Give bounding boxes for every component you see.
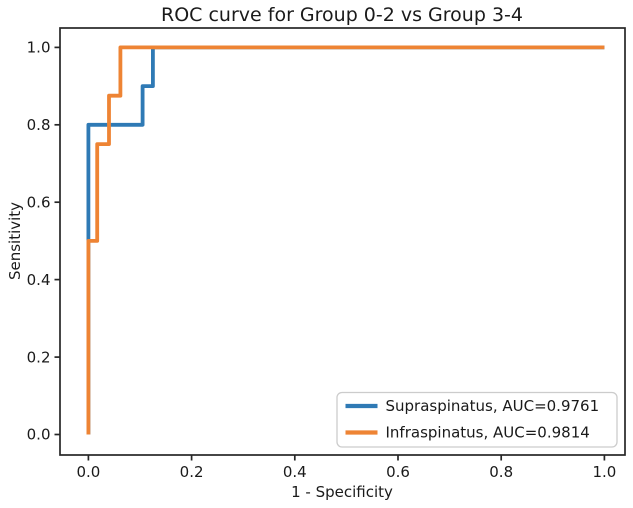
x-tick-label: 0.0 [76,463,100,481]
y-axis-label: Sensitivity [6,202,24,280]
y-tick-label: 0.4 [27,271,51,289]
x-tick-label: 0.4 [283,463,307,481]
y-tick-label: 0.0 [27,426,51,444]
x-tick-label: 0.2 [180,463,204,481]
y-tick-label: 1.0 [27,39,51,57]
y-tick-label: 0.8 [27,116,51,134]
plot-area: 0.0 0.2 0.4 0.6 0.8 1.0 0.0 0.2 0.4 0.6 0.8 1.0 [27,27,626,481]
y-tick-label: 0.6 [27,193,51,211]
legend: Supraspinatus, AUC=0.9761 Infraspinatus,… [336,391,618,448]
x-axis-label: 1 - Specificity [291,483,393,501]
legend-label-supraspinatus: Supraspinatus, AUC=0.9761 [386,397,600,415]
roc-curve-supraspinatus [86,45,605,435]
x-tick-label: 0.8 [489,463,513,481]
roc-curve-infraspinatus [86,45,605,435]
legend-label-infraspinatus: Infraspinatus, AUC=0.9814 [386,424,590,442]
x-tick-label: 0.6 [386,463,410,481]
legend-box [336,391,618,448]
x-tick-label: 1.0 [592,463,616,481]
chart-title: ROC curve for Group 0-2 vs Group 3-4 [161,4,523,26]
y-tick-label: 0.2 [27,348,51,366]
axes-frame [59,27,626,456]
